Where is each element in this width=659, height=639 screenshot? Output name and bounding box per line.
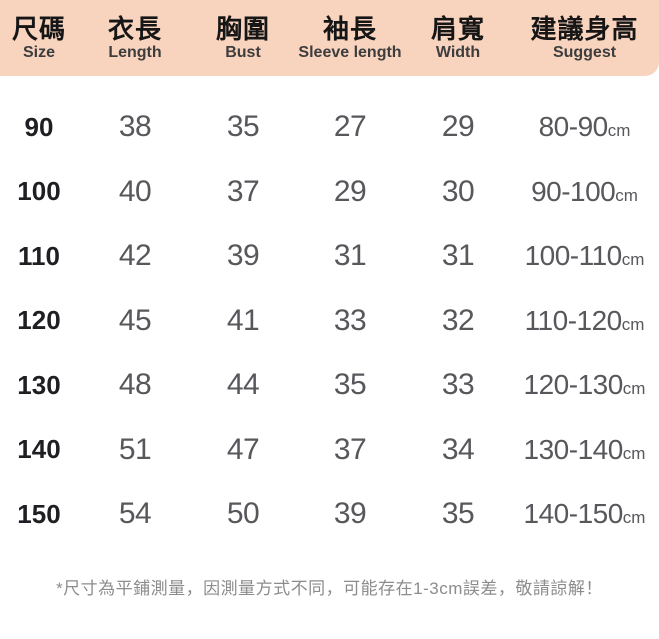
height-range-value: 100-110 <box>524 240 623 272</box>
header-cell-bust: 胸圍 Bust <box>192 16 294 61</box>
height-range-cell: 90-100cm <box>510 176 659 208</box>
shoulder-width-cell: 29 <box>441 110 475 144</box>
bust-cell: 50 <box>226 497 260 531</box>
header-cell-length: 衣長 Length <box>78 16 192 61</box>
size-cell: 130 <box>17 369 61 400</box>
table-row: 130 48 44 35 33 120-130cm <box>0 353 659 418</box>
header-zh-label: 肩寬 <box>430 13 485 44</box>
bust-cell: 41 <box>226 303 260 337</box>
size-cell: 120 <box>17 305 61 336</box>
height-range-cell: 110-120cm <box>510 305 659 337</box>
length-cell: 40 <box>118 174 152 208</box>
table-row: 150 54 50 39 35 140-150cm <box>0 482 659 547</box>
size-cell: 140 <box>17 434 61 465</box>
header-en-label: Size <box>22 43 55 61</box>
unit-label: cm <box>622 443 646 463</box>
table-row: 90 38 35 27 29 80-90cm <box>0 95 659 160</box>
length-cell: 42 <box>118 239 152 273</box>
bust-cell: 39 <box>226 239 260 273</box>
footnote: *尺寸為平鋪測量，因測量方式不同，可能存在1-3cm誤差，敬請諒解！ <box>56 578 603 598</box>
header-en-label: Width <box>435 43 481 61</box>
header-zh-label: 建議身高 <box>530 13 639 44</box>
header-en-label: Length <box>108 43 162 61</box>
table-row: 120 45 41 33 32 110-120cm <box>0 289 659 354</box>
size-cell: 110 <box>18 240 60 271</box>
shoulder-width-cell: 33 <box>441 368 475 402</box>
unit-label: cm <box>622 379 646 399</box>
height-range-cell: 120-130cm <box>510 369 659 401</box>
length-cell: 38 <box>118 110 152 144</box>
header-en-label: Sleeve length <box>298 43 402 61</box>
height-range-value: 130-140 <box>523 433 624 465</box>
height-range-cell: 100-110cm <box>510 240 659 272</box>
table-row: 140 51 47 37 34 130-140cm <box>0 418 659 483</box>
table-row: 100 40 37 29 30 90-100cm <box>0 160 659 225</box>
shoulder-width-cell: 35 <box>441 497 475 531</box>
unit-label: cm <box>615 185 638 205</box>
header-en-label: Bust <box>225 43 261 61</box>
height-range-cell: 80-90cm <box>510 111 659 143</box>
length-cell: 45 <box>118 303 152 337</box>
shoulder-width-cell: 34 <box>441 432 475 466</box>
header-zh-label: 尺碼 <box>11 13 66 44</box>
sleeve-length-cell: 27 <box>333 110 367 144</box>
length-cell: 54 <box>118 497 152 531</box>
header-en-label: Suggest <box>552 43 617 61</box>
header-zh-label: 袖長 <box>322 13 377 44</box>
sleeve-length-cell: 35 <box>333 368 367 402</box>
unit-label: cm <box>621 314 645 334</box>
size-cell: 90 <box>24 111 54 142</box>
height-range-value: 140-150 <box>523 498 624 530</box>
size-cell: 100 <box>17 176 61 207</box>
shoulder-width-cell: 31 <box>441 239 475 273</box>
size-chart-body: 90 38 35 27 29 80-90cm 100 40 37 29 30 9… <box>0 95 659 547</box>
header-zh-label: 胸圍 <box>215 13 270 44</box>
sleeve-length-cell: 33 <box>333 303 367 337</box>
height-range-value: 120-130 <box>523 369 624 401</box>
sleeve-length-cell: 29 <box>333 174 367 208</box>
height-range-value: 110-120 <box>524 304 623 336</box>
length-cell: 51 <box>118 432 152 466</box>
height-range-cell: 130-140cm <box>510 434 659 466</box>
shoulder-width-cell: 32 <box>441 303 475 337</box>
unit-label: cm <box>621 250 645 270</box>
unit-label: cm <box>607 121 631 141</box>
header-cell-sleeve-length: 袖長 Sleeve length <box>294 16 406 61</box>
length-cell: 48 <box>118 368 152 402</box>
header-cell-shoulder-width: 肩寬 Width <box>406 16 510 61</box>
height-range-cell: 140-150cm <box>510 498 659 530</box>
header-cell-suggest-height: 建議身高 Suggest <box>510 16 659 61</box>
unit-label: cm <box>622 508 646 528</box>
sleeve-length-cell: 39 <box>333 497 367 531</box>
header-zh-label: 衣長 <box>107 13 162 44</box>
sleeve-length-cell: 31 <box>333 239 367 273</box>
bust-cell: 44 <box>226 368 260 402</box>
shoulder-width-cell: 30 <box>441 174 475 208</box>
table-row: 110 42 39 31 31 100-110cm <box>0 224 659 289</box>
sleeve-length-cell: 37 <box>333 432 367 466</box>
size-cell: 150 <box>17 498 61 529</box>
bust-cell: 37 <box>226 174 260 208</box>
height-range-value: 80-90 <box>538 111 609 143</box>
bust-cell: 35 <box>226 110 260 144</box>
header-cell-size: 尺碼 Size <box>0 16 78 61</box>
height-range-value: 90-100 <box>531 175 616 207</box>
bust-cell: 47 <box>226 432 260 466</box>
size-chart-header: 尺碼 Size 衣長 Length 胸圍 Bust 袖長 Sleeve leng… <box>0 0 659 76</box>
